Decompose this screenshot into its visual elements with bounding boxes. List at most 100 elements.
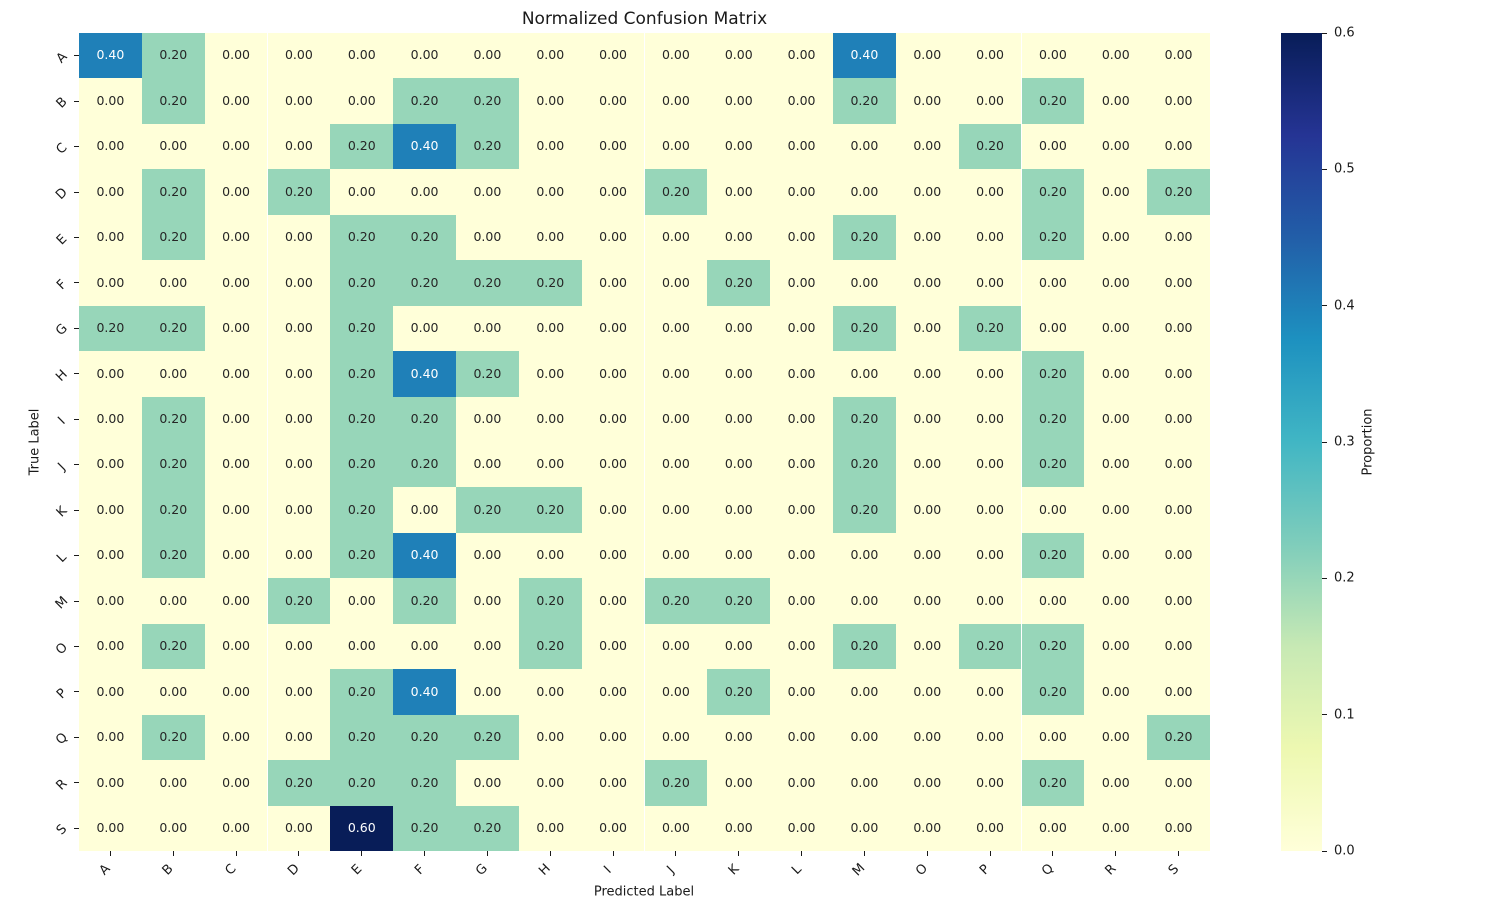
heatmap-cell: 0.00 (456, 33, 519, 79)
heatmap-cell: 0.00 (79, 805, 142, 851)
heatmap-cell: 0.00 (518, 351, 582, 397)
heatmap-cell: 0.00 (581, 396, 645, 442)
heatmap-cell: 0.20 (141, 532, 205, 579)
x-tick-label: C (222, 861, 240, 879)
y-tick-mark (74, 282, 79, 284)
heatmap-cell: 0.00 (79, 578, 142, 624)
colorbar-tick-label: 0.0 (1334, 843, 1355, 859)
heatmap-cell: 0.00 (895, 442, 959, 488)
heatmap-cell: 0.00 (267, 487, 331, 533)
heatmap-cell: 0.00 (895, 305, 959, 352)
heatmap-cell: 0.00 (581, 78, 645, 124)
heatmap-cell: 0.20 (330, 532, 394, 579)
heatmap-cell: 0.00 (1147, 532, 1210, 579)
colorbar (1281, 33, 1322, 851)
heatmap-cell: 0.00 (707, 487, 771, 533)
heatmap-cell: 0.00 (581, 578, 645, 624)
x-tick-mark (989, 851, 991, 856)
heatmap-cell: 0.00 (1021, 123, 1085, 170)
heatmap-cell: 0.00 (204, 669, 268, 715)
heatmap-cell: 0.20 (833, 623, 896, 670)
x-tick-label: E (348, 861, 365, 879)
heatmap-cell: 0.00 (895, 487, 959, 533)
heatmap-cell: 0.00 (770, 169, 833, 215)
heatmap-cell: 0.00 (267, 351, 331, 397)
heatmap-cell: 0.00 (707, 78, 771, 124)
heatmap-cell: 0.00 (1084, 487, 1148, 533)
heatmap-cell: 0.00 (204, 805, 268, 851)
heatmap-cell: 0.00 (1147, 396, 1210, 442)
heatmap-cell: 0.20 (1021, 442, 1085, 488)
x-tick-mark (424, 851, 426, 856)
heatmap-cell: 0.00 (833, 760, 896, 806)
y-tick-label: M (52, 593, 72, 613)
heatmap-cell: 0.20 (330, 396, 394, 442)
heatmap-cell: 0.00 (1147, 260, 1210, 306)
colorbar-tick-label: 0.5 (1334, 161, 1355, 177)
heatmap-cell: 0.20 (1021, 351, 1085, 397)
heatmap-cell: 0.00 (644, 123, 708, 170)
heatmap-cell: 0.00 (204, 442, 268, 488)
heatmap-cell: 0.00 (644, 623, 708, 670)
heatmap-cell: 0.00 (330, 578, 394, 624)
x-tick-label: A (96, 861, 114, 879)
heatmap-cell: 0.20 (958, 305, 1022, 352)
heatmap-cell: 0.00 (141, 760, 205, 806)
x-tick-mark (235, 851, 237, 856)
heatmap-cell: 0.00 (141, 260, 205, 306)
heatmap-cell: 0.00 (204, 578, 268, 624)
heatmap-cell: 0.20 (141, 78, 205, 124)
colorbar-tick-label: 0.4 (1334, 298, 1355, 314)
heatmap-cell: 0.00 (581, 33, 645, 79)
y-tick-mark (74, 418, 79, 420)
x-tick-mark (863, 851, 865, 856)
heatmap-cell: 0.00 (393, 487, 456, 533)
heatmap-cell: 0.40 (79, 33, 142, 79)
heatmap-cell: 0.00 (958, 260, 1022, 306)
heatmap-cell: 0.00 (204, 33, 268, 79)
heatmap-cell: 0.20 (456, 487, 519, 533)
heatmap-cell: 0.00 (1147, 351, 1210, 397)
x-tick-mark (1052, 851, 1054, 856)
heatmap-cell: 0.00 (895, 532, 959, 579)
heatmap-cell: 0.00 (141, 123, 205, 170)
heatmap-cell: 0.00 (644, 487, 708, 533)
heatmap-cell: 0.00 (456, 214, 519, 261)
heatmap-cell: 0.00 (644, 305, 708, 352)
heatmap-cell: 0.00 (770, 78, 833, 124)
heatmap-cell: 0.00 (267, 33, 331, 79)
heatmap-cell: 0.00 (1084, 260, 1148, 306)
heatmap-cell: 0.00 (518, 169, 582, 215)
heatmap-cell: 0.00 (770, 532, 833, 579)
heatmap-cell: 0.20 (330, 487, 394, 533)
heatmap-cell: 0.00 (79, 260, 142, 306)
heatmap-cell: 0.00 (895, 805, 959, 851)
heatmap-cell: 0.00 (958, 78, 1022, 124)
x-axis-title: Predicted Label (593, 884, 695, 900)
heatmap-cell: 0.00 (1147, 805, 1210, 851)
heatmap-cell: 0.00 (770, 578, 833, 624)
heatmap-cell: 0.00 (958, 805, 1022, 851)
heatmap-cell: 0.00 (770, 260, 833, 306)
y-tick-label: K (53, 503, 71, 521)
x-tick-label: B (159, 861, 177, 879)
heatmap-cell: 0.00 (141, 669, 205, 715)
y-tick-mark (74, 464, 79, 466)
heatmap-cell: 0.00 (1021, 260, 1085, 306)
heatmap-cell: 0.20 (958, 623, 1022, 670)
heatmap-cell: 0.00 (1021, 305, 1085, 352)
heatmap-cell: 0.20 (518, 578, 582, 624)
heatmap-cell: 0.00 (1147, 33, 1210, 79)
heatmap-cell: 0.00 (895, 169, 959, 215)
heatmap-cell: 0.00 (895, 33, 959, 79)
heatmap-cell: 0.00 (581, 487, 645, 533)
heatmap-cell: 0.00 (833, 351, 896, 397)
heatmap-cell: 0.00 (707, 305, 771, 352)
heatmap-cell: 0.00 (1084, 532, 1148, 579)
heatmap-cell: 0.20 (644, 578, 708, 624)
heatmap-cell: 0.00 (895, 760, 959, 806)
heatmap-cell: 0.00 (707, 33, 771, 79)
heatmap-cell: 0.00 (581, 305, 645, 352)
heatmap-cell: 0.00 (770, 214, 833, 261)
heatmap-cell: 0.20 (141, 169, 205, 215)
